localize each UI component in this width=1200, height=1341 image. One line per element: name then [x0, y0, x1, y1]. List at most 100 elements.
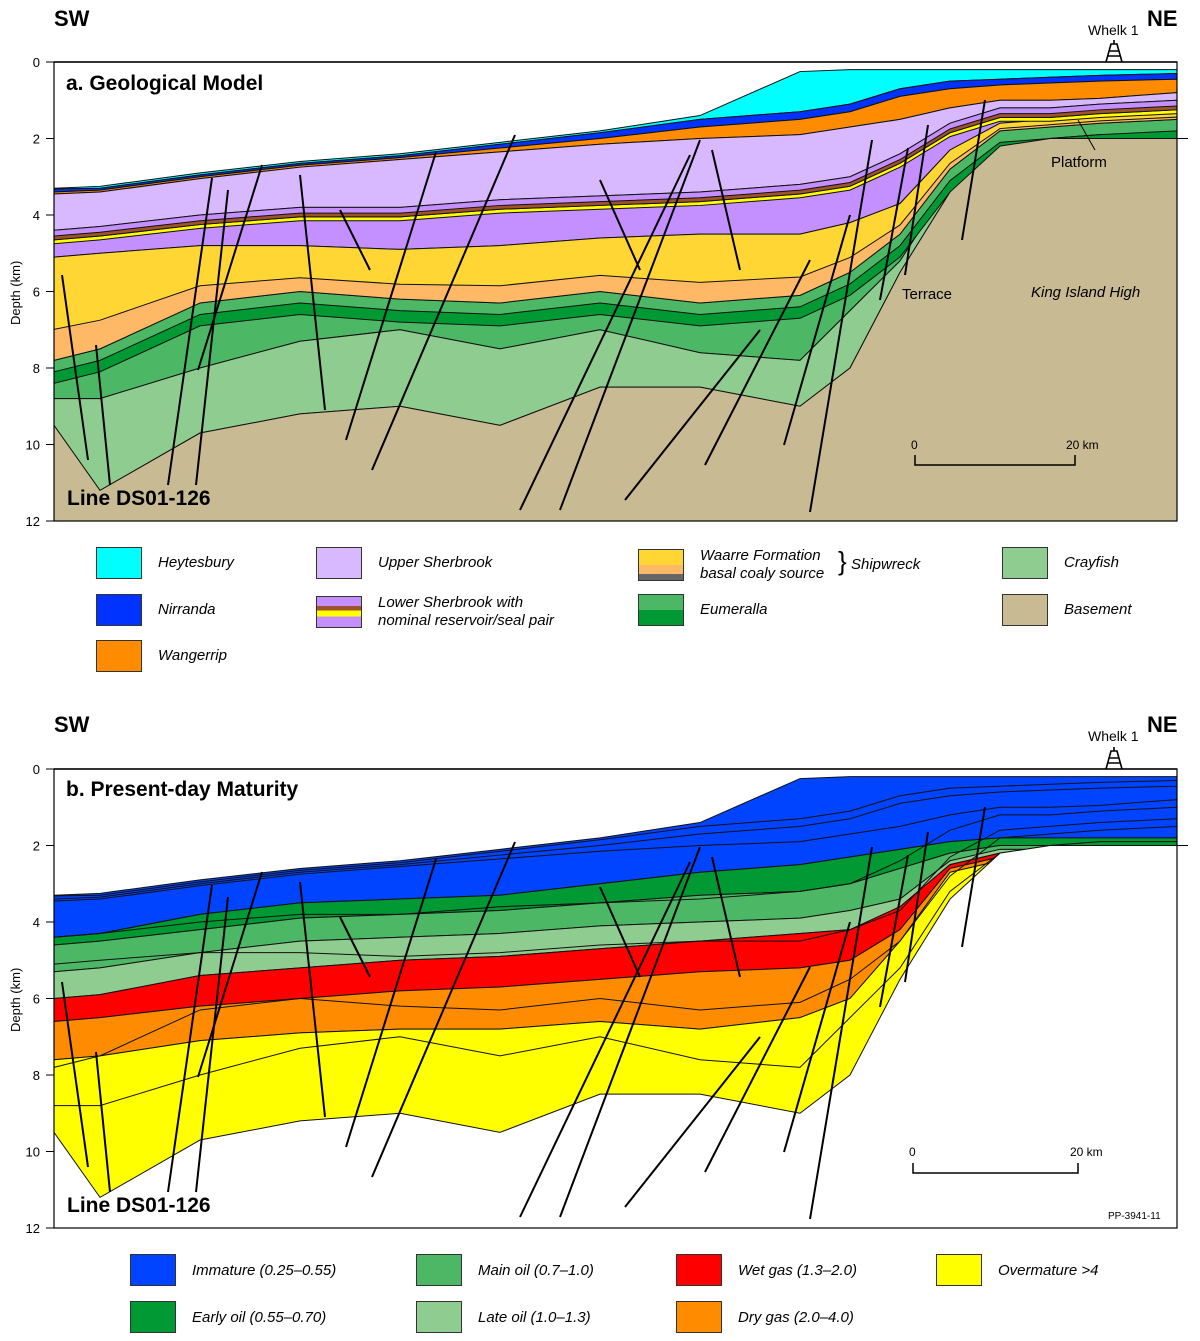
legend-swatch	[130, 1301, 176, 1333]
fault-line	[711, 149, 741, 271]
legend-swatch	[316, 547, 362, 579]
fault-line	[345, 151, 437, 441]
legend-swatch	[676, 1301, 722, 1333]
legend-swatch	[416, 1301, 462, 1333]
fault-line	[961, 806, 986, 948]
legend-label: Wet gas (1.3–2.0)	[738, 1261, 857, 1279]
legend-swatch	[96, 547, 142, 579]
legend-item: Eumeralla	[638, 594, 768, 626]
fault-line	[809, 846, 873, 1220]
well-label-a: Whelk 1	[1088, 22, 1139, 38]
legend-item: Wet gas (1.3–2.0)	[676, 1254, 857, 1286]
fault-line	[519, 861, 691, 1218]
legend-item: Heytesbury	[96, 547, 234, 579]
fault-line	[345, 858, 437, 1148]
fault-line	[339, 916, 371, 978]
panel-b-y-tick-label: 2	[33, 839, 40, 854]
legend-label: Crayfish	[1064, 554, 1120, 571]
legend-swatch	[416, 1254, 462, 1286]
legend-item: Waarre Formation basal coaly source	[638, 547, 824, 583]
fault-line	[559, 139, 701, 511]
fault-line	[961, 99, 986, 241]
panel-b-y-tick-label: 0	[33, 762, 40, 777]
legend-item: Wangerrip	[96, 640, 227, 672]
fault-line	[371, 841, 516, 1178]
panel-b-title: b. Present-day Maturity	[66, 778, 299, 801]
horizon-line	[53, 818, 1178, 965]
scale-bar	[914, 455, 1076, 466]
fault-line	[519, 154, 691, 511]
fault-line	[61, 981, 89, 1168]
fault-line	[197, 164, 263, 371]
fault-line	[167, 177, 213, 486]
legend-swatch	[638, 594, 684, 626]
ne-label-a: NE	[1147, 6, 1178, 31]
legend-label: Eumeralla	[700, 601, 768, 618]
fault-line	[299, 174, 326, 411]
legend-label: Early oil (0.55–0.70)	[192, 1308, 327, 1326]
legend-label: Waarre Formation basal coaly source	[700, 547, 825, 582]
panel-a-y-tick-label: 8	[33, 361, 40, 376]
fault-line	[879, 854, 909, 1008]
fault-line	[599, 886, 641, 978]
ne-label-b: NE	[1147, 712, 1178, 737]
panel-a-y-tick-label: 2	[33, 132, 40, 147]
legend-item: Crayfish	[1002, 547, 1119, 579]
fault-line	[809, 139, 873, 513]
legend-swatch	[1002, 547, 1048, 579]
terrace-label: Terrace	[902, 286, 953, 303]
legend-swatch	[96, 594, 142, 626]
legend-swatch	[676, 1254, 722, 1286]
fault-line	[371, 134, 516, 471]
panel-b-y-tick-label: 4	[33, 915, 40, 930]
platform-leader	[1077, 119, 1096, 151]
horizon-line	[53, 825, 1178, 1068]
panel-a-y-tick-label: 12	[26, 514, 40, 529]
well-label-b: Whelk 1	[1088, 728, 1139, 744]
fault-line	[711, 856, 741, 978]
fault-line	[167, 884, 213, 1193]
fault-line	[95, 1051, 111, 1193]
legend-label: Upper Sherbrook	[378, 554, 493, 571]
shipwreck-label: Shipwreck	[851, 556, 921, 573]
legend-item: Early oil (0.55–0.70)	[130, 1301, 326, 1333]
legend-item: Lower Sherbrook with nominal reservoir/s…	[316, 594, 554, 630]
legend-swatch	[638, 549, 684, 581]
fault-line	[299, 881, 326, 1118]
horizon-line	[53, 806, 1178, 938]
fault-line	[339, 209, 371, 271]
panel-b-y-tick-label: 10	[26, 1145, 40, 1160]
legend-label: Late oil (1.0–1.3)	[478, 1308, 591, 1326]
legend-label: Lower Sherbrook with nominal reservoir/s…	[378, 594, 554, 629]
legend-label: Dry gas (2.0–4.0)	[738, 1308, 854, 1326]
scale-zero-b: 0	[909, 1145, 916, 1159]
line-label-a: Line DS01-126	[67, 487, 211, 510]
scale-20-a: 20 km	[1066, 438, 1099, 452]
drilling-rig-icon	[1105, 40, 1123, 63]
legend-item: Basement	[1002, 594, 1132, 626]
panel-a-y-tick-label: 0	[33, 55, 40, 70]
legend-label: Basement	[1064, 601, 1132, 618]
line-label-b: Line DS01-126	[67, 1194, 211, 1217]
scale-bar	[912, 1163, 1079, 1174]
legend-swatch	[936, 1254, 982, 1286]
sw-label-a: SW	[54, 6, 90, 31]
legend-label: Immature (0.25–0.55)	[192, 1261, 337, 1279]
panel-a-y-tick-label: 4	[33, 208, 40, 223]
legend-label: Heytesbury	[158, 554, 234, 571]
legend-swatch	[1002, 594, 1048, 626]
panel-a-title: a. Geological Model	[66, 72, 264, 95]
fault-line	[783, 921, 851, 1153]
panel-b-y-tick-label: 8	[33, 1068, 40, 1083]
fault-line	[61, 274, 89, 461]
y-axis-label-a: Depth (km)	[8, 260, 23, 325]
scale-20-b: 20 km	[1070, 1145, 1103, 1159]
legend-swatch	[316, 596, 362, 628]
legend-item: Nirranda	[96, 594, 216, 626]
figure-code: PP-3941-11	[1108, 1211, 1161, 1222]
legend-item: Late oil (1.0–1.3)	[416, 1301, 591, 1333]
fault-line	[704, 259, 811, 466]
legend-item: Upper Sherbrook	[316, 547, 492, 579]
